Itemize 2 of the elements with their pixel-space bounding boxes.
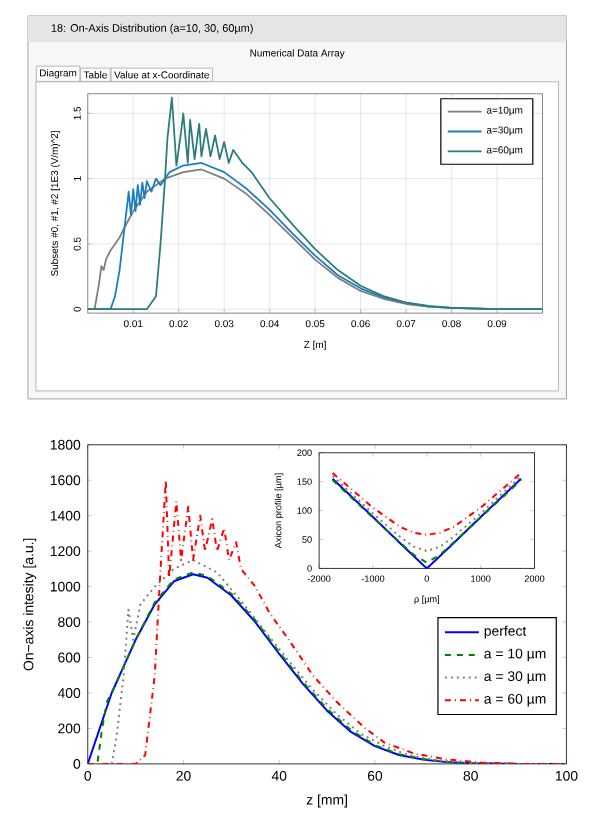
line-series bbox=[87, 96, 543, 311]
line-series bbox=[331, 474, 522, 553]
